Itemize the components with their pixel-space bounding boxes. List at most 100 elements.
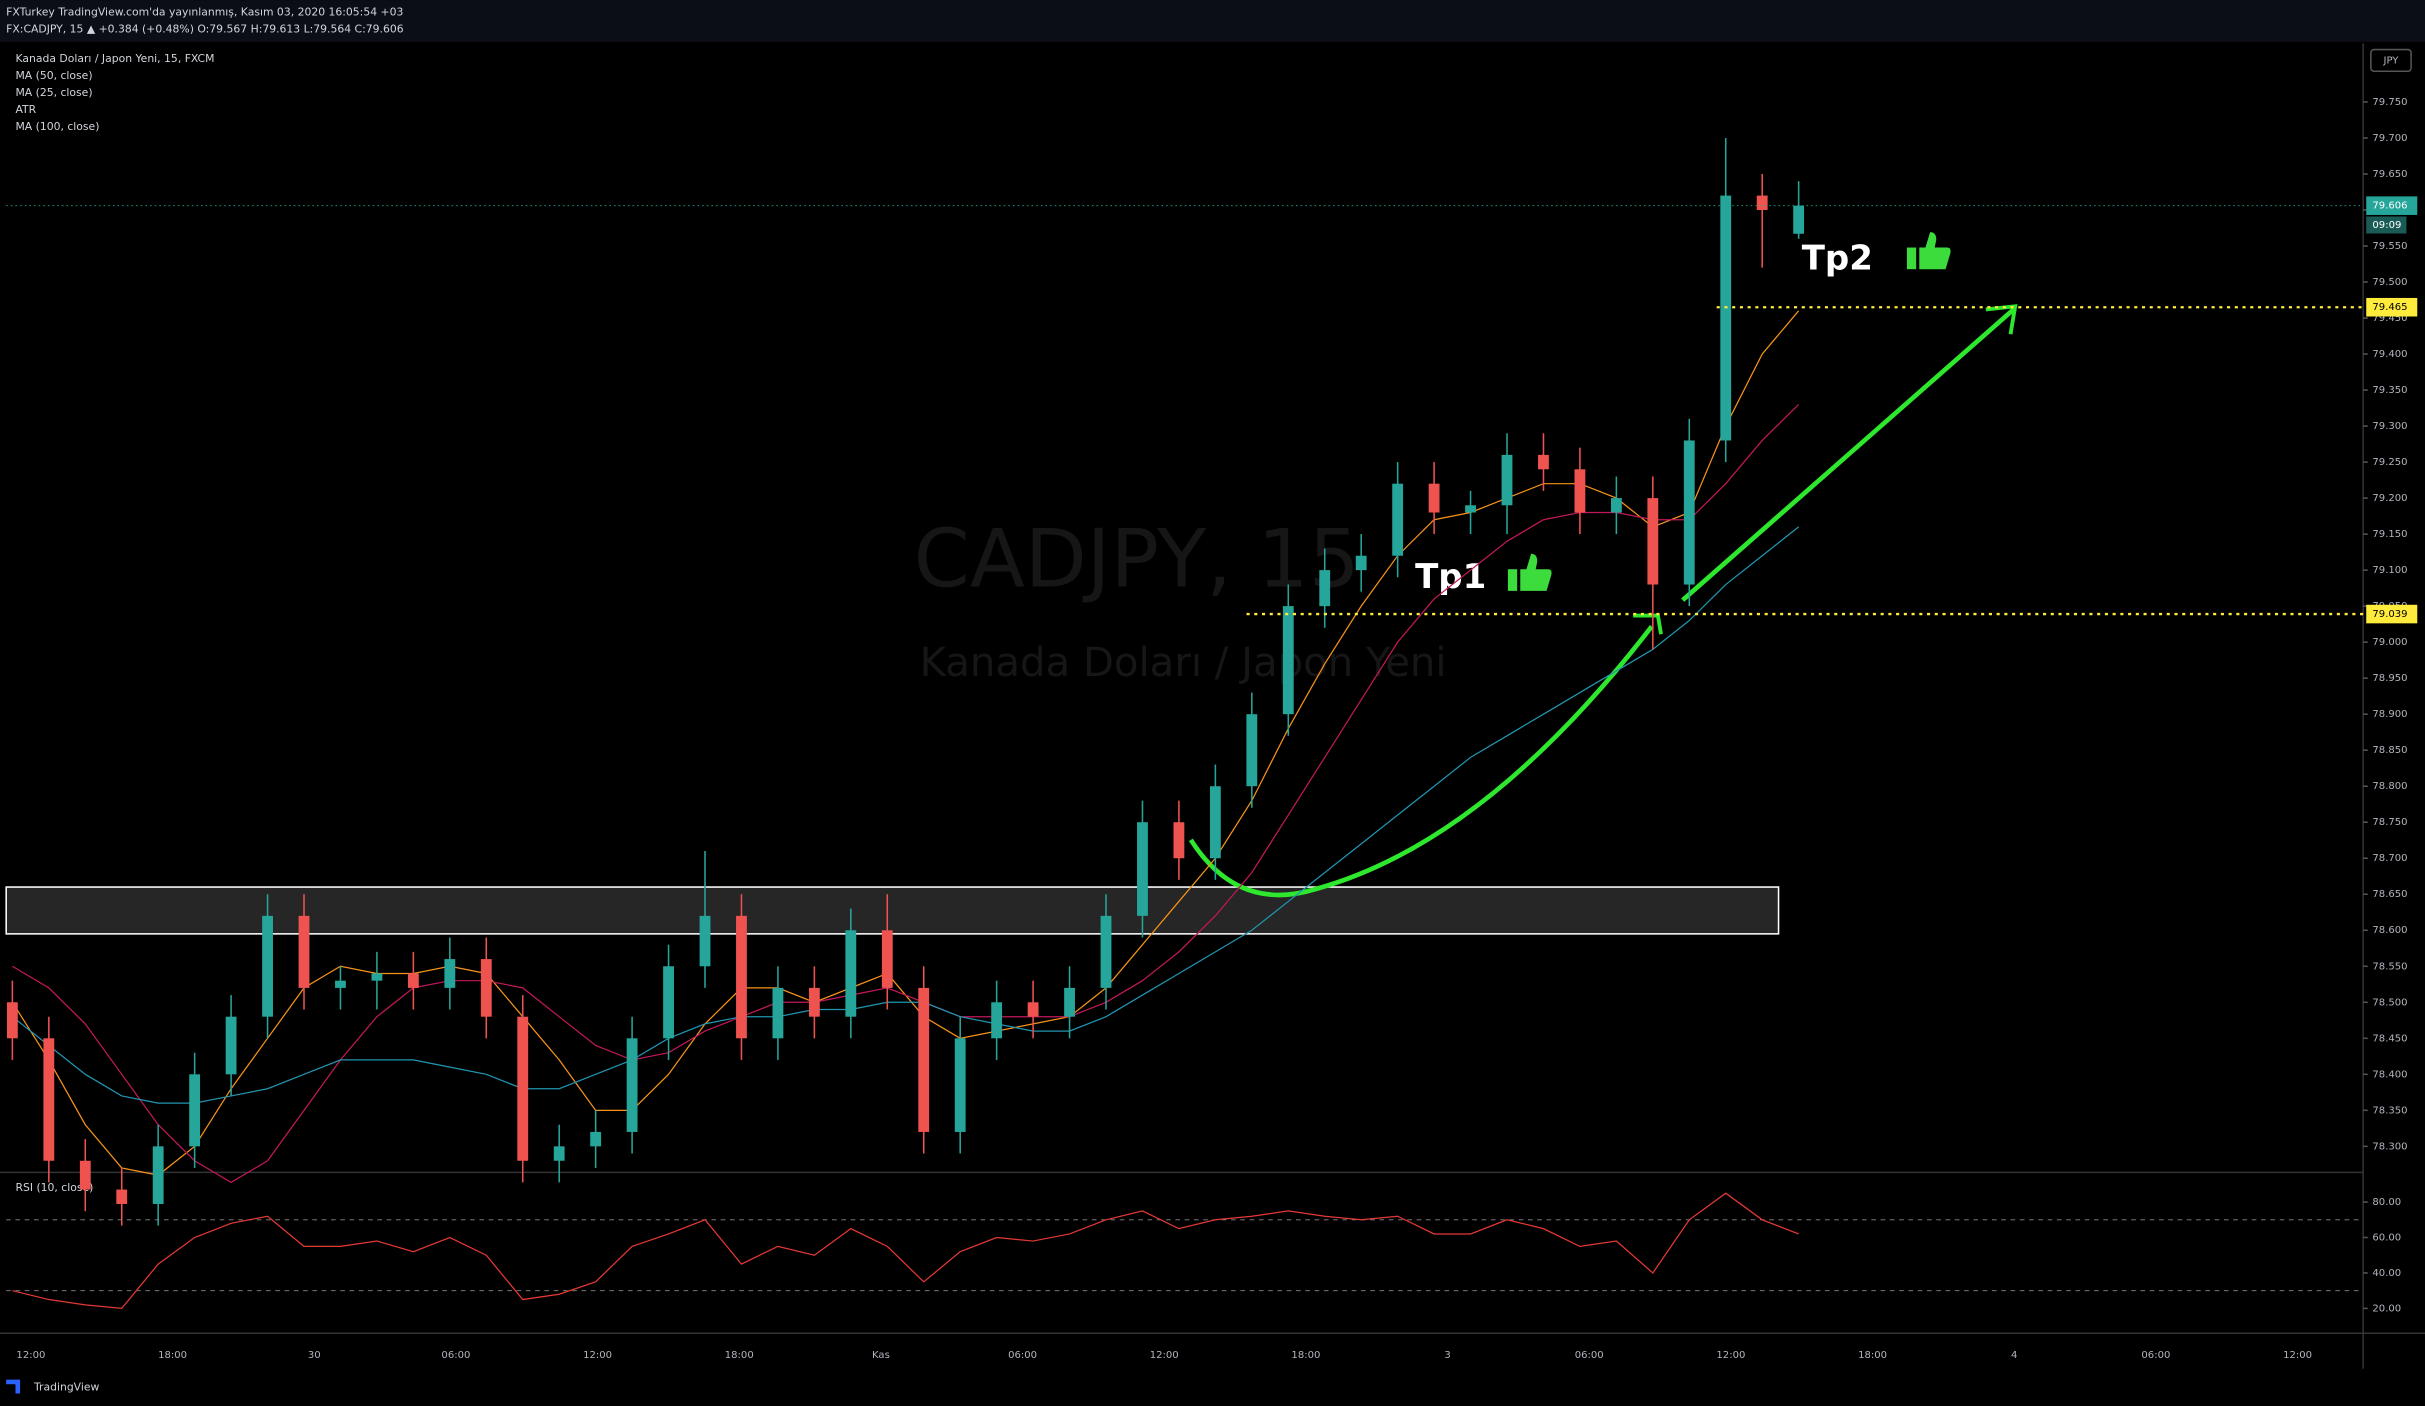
legend-entry: MA (100, close) (15, 120, 99, 133)
candle-body (1428, 483, 1440, 513)
y-tick-label: 78.700 (2372, 853, 2407, 864)
moving-average (11, 526, 1800, 1104)
rsi-tick-label: 20.00 (2372, 1303, 2401, 1314)
candle-body (335, 980, 346, 988)
x-tick-label: 06:00 (441, 1350, 470, 1361)
candle-body (1064, 987, 1075, 1017)
candle-body (79, 1160, 91, 1190)
candle-body (736, 915, 747, 1039)
candle-body (517, 1016, 529, 1161)
y-tick-label: 79.700 (2372, 133, 2407, 144)
countdown-box (2366, 216, 2407, 234)
y-tick-label: 79.500 (2372, 277, 2407, 288)
candle-body (1209, 786, 1221, 859)
legend-entry: MA (25, close) (15, 86, 92, 99)
rsi-title: RSI (10, close) (15, 1181, 93, 1194)
watermark-sub: Kanada Doları / Japon Yeni (920, 640, 1447, 686)
candle-body (954, 1038, 966, 1132)
candle-body (1027, 1002, 1039, 1017)
candle-body (298, 915, 310, 988)
y-tick-label: 79.350 (2372, 385, 2407, 396)
candle-body (1720, 195, 1732, 441)
y-tick-label: 78.450 (2372, 1033, 2407, 1044)
candle-body (1465, 505, 1476, 513)
last-price-label: 79.606 (2372, 201, 2407, 212)
candle-body (116, 1189, 128, 1204)
candle-body (1173, 822, 1185, 859)
legend-entry: ATR (15, 103, 36, 116)
x-tick-label: 18:00 (158, 1350, 187, 1361)
y-tick-label: 79.450 (2372, 313, 2407, 324)
y-tick-label: 78.500 (2372, 997, 2407, 1008)
x-tick-label: 18:00 (725, 1350, 754, 1361)
candle-body (1756, 195, 1768, 210)
legend-entry: MA (50, close) (15, 69, 92, 82)
x-tick-label: 12:00 (1150, 1350, 1179, 1361)
y-tick-label: 78.650 (2372, 889, 2407, 900)
candle-body (43, 1038, 55, 1161)
x-tick-label: 12:00 (2283, 1350, 2312, 1361)
y-tick-label: 78.550 (2372, 961, 2407, 972)
candle-body (407, 973, 419, 988)
candle-body (663, 966, 674, 1039)
y-tick-label: 78.800 (2372, 781, 2407, 792)
publisher-line: FXTurkey TradingView.com'da yayınlanmış,… (6, 5, 403, 18)
candle-body (444, 959, 456, 988)
candle-body (881, 930, 893, 988)
brand-logo (6, 1379, 21, 1394)
y-tick-label: 78.300 (2372, 1141, 2407, 1152)
candle-body (1610, 498, 1622, 513)
level-label: 79.465 (2372, 302, 2407, 313)
y-tick-label: 78.950 (2372, 673, 2407, 684)
y-tick-label: 78.850 (2372, 745, 2407, 756)
candle-body (1319, 570, 1331, 607)
x-tick-label: Kas (872, 1350, 890, 1361)
candle-body (1793, 205, 1805, 234)
symbol-line: FX:CADJPY, 15 ▲ +0.384 (+0.48%) O:79.567… (6, 22, 404, 35)
y-tick-label: 79.550 (2372, 241, 2407, 252)
x-tick-label: 4 (2011, 1350, 2017, 1361)
x-tick-label: 06:00 (1008, 1350, 1037, 1361)
y-tick-label: 78.350 (2372, 1105, 2407, 1116)
tp1-label: Tp1 (1415, 557, 1486, 597)
candle-body (991, 1002, 1003, 1039)
thumbs-up-icon (1507, 553, 1552, 591)
straight-arrow (1681, 307, 2016, 602)
x-tick-label: 12:00 (16, 1350, 45, 1361)
candle-body (225, 1016, 237, 1075)
moving-average (12, 404, 1800, 1184)
y-tick-label: 79.100 (2372, 565, 2407, 576)
candle-body (1574, 469, 1586, 513)
level-box (2366, 604, 2418, 624)
y-tick-label: 79.150 (2372, 529, 2407, 540)
currency-button[interactable] (2370, 48, 2412, 73)
candle-body (845, 930, 857, 1017)
level-label: 79.039 (2372, 609, 2407, 620)
x-tick-label: 12:00 (583, 1350, 612, 1361)
y-tick-label: 79.400 (2372, 349, 2407, 360)
y-tick-label: 79.250 (2372, 457, 2407, 468)
y-tick-label: 78.600 (2372, 925, 2407, 936)
rsi-tick-label: 40.00 (2372, 1268, 2401, 1279)
candle-body (371, 973, 383, 981)
candle-body (626, 1038, 638, 1132)
candle-body (262, 915, 273, 1017)
x-tick-label: 30 (308, 1350, 321, 1361)
level-box (2366, 297, 2418, 317)
candle-body (1282, 606, 1294, 715)
candle-body (1538, 454, 1549, 470)
tp2-label: Tp2 (1802, 238, 1873, 278)
rsi-tick-label: 60.00 (2372, 1233, 2401, 1244)
y-tick-label: 79.300 (2372, 421, 2407, 432)
thumbs-up-icon (1906, 232, 1951, 270)
candle-body (480, 959, 492, 1017)
candle-body (918, 987, 930, 1132)
x-tick-label: 18:00 (1291, 1350, 1320, 1361)
candle-body (1137, 822, 1148, 916)
footer-brand: TradingView (33, 1380, 99, 1393)
currency-label: JPY (2382, 55, 2399, 66)
y-tick-label: 78.900 (2372, 709, 2407, 720)
last-price-box (2366, 196, 2418, 215)
